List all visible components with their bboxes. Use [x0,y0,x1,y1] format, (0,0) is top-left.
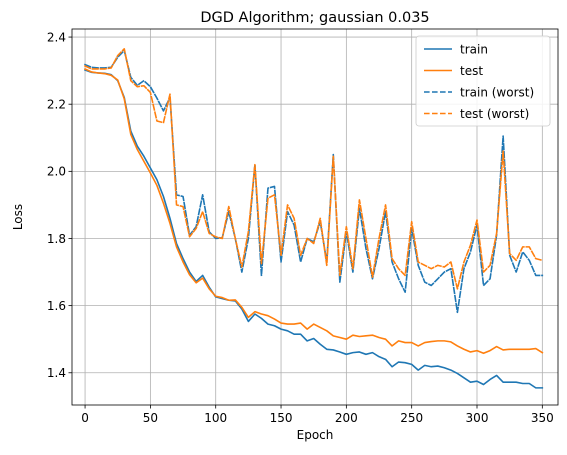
x-tick-label: 350 [531,411,554,425]
chart-title: DGD Algorithm; gaussian 0.035 [200,10,429,26]
legend-label: test (worst) [460,107,529,121]
y-tick-label: 1.8 [47,232,66,246]
x-tick-label: 50 [143,411,158,425]
y-tick-label: 1.4 [47,366,66,380]
series-line-test [83,67,544,355]
x-axis: 0 50 100 150 200 250 300 350 [81,405,554,425]
y-tick-label: 2.2 [47,98,66,112]
x-tick-label: 300 [466,411,489,425]
legend-box [415,35,551,127]
x-axis-label: Epoch [297,428,334,442]
plot-area [83,48,544,389]
x-tick-label: 250 [400,411,423,425]
series-line-test-worst [83,48,544,290]
x-tick-label: 150 [270,411,293,425]
y-axis: 1.4 1.6 1.8 2.0 2.2 2.4 [47,30,72,380]
series-line-train [84,68,544,389]
legend-label: test [460,64,483,78]
axes-frame [71,28,559,406]
x-tick-label: 100 [204,411,227,425]
y-tick-label: 1.6 [47,299,66,313]
legend-label: train [460,42,488,56]
y-tick-label: 2.4 [47,30,66,44]
series-line-train-worst [84,49,544,314]
legend: train test train (worst) test (worst) [415,35,551,127]
y-tick-label: 2.0 [47,165,66,179]
x-tick-label: 0 [81,411,89,425]
x-tick-label: 200 [335,411,358,425]
y-axis-label: Loss [11,204,25,230]
legend-label: train (worst) [460,85,534,99]
